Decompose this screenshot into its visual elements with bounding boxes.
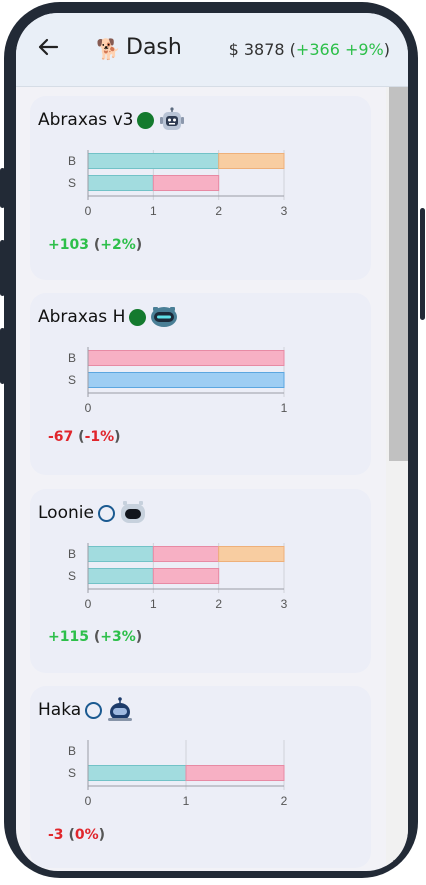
bot-name: Abraxas H — [38, 307, 126, 327]
pnl-value: -67 — [48, 429, 74, 445]
pnl-value: +115 — [48, 629, 89, 645]
x-tick-label: 3 — [281, 597, 288, 611]
x-tick-label: 2 — [281, 794, 288, 808]
pnl-percent: -1% — [84, 429, 115, 445]
bar-segment — [218, 153, 285, 169]
volume-down-button — [0, 328, 5, 384]
bar-segment — [152, 175, 220, 191]
bot-chart: 0 1 BS — [68, 347, 288, 415]
dog-icon: 🐕 — [96, 37, 121, 61]
x-tick-label: 0 — [85, 401, 92, 415]
y-category-label: S — [68, 766, 76, 780]
x-tick-label: 0 — [85, 597, 92, 611]
page-title: Dash — [126, 35, 182, 60]
y-category-label: B — [68, 744, 76, 758]
bot-name: Haka — [38, 700, 82, 720]
bot-header: Abraxas H — [38, 305, 179, 329]
bot-chart: 0 1 2 3 BS — [68, 150, 288, 218]
x-tick-label: 2 — [215, 204, 222, 218]
y-category-label: S — [68, 373, 76, 387]
y-category-label: B — [68, 547, 76, 561]
bar-segment — [87, 175, 154, 191]
x-tick-label: 3 — [281, 204, 288, 218]
bar-segment — [87, 372, 285, 388]
y-category-label: S — [68, 176, 76, 190]
bot-name: Loonie — [38, 503, 94, 523]
pnl-text: -67 (-1%) — [48, 429, 121, 445]
pnl-percent: 0% — [74, 827, 99, 843]
x-tick-label: 0 — [85, 794, 92, 808]
bot-chart: 0 1 2 3 BS — [68, 543, 288, 611]
robot-antenna-icon — [108, 697, 133, 721]
bot-header: Loonie — [38, 501, 148, 525]
bar-segment — [87, 153, 220, 169]
status-dot-icon — [129, 308, 147, 326]
bot-header: Haka — [38, 697, 135, 722]
bar-segment — [152, 568, 220, 584]
y-category-label: B — [68, 154, 76, 168]
x-tick-label: 0 — [85, 204, 92, 218]
scroll-down-arrow-icon[interactable] — [393, 860, 405, 867]
y-category-label: S — [68, 569, 76, 583]
robot-head-icon — [160, 107, 185, 130]
volume-up-button — [0, 240, 5, 296]
bot-name: Abraxas v3 — [38, 110, 134, 130]
bot-header: Abraxas v3 — [38, 107, 187, 132]
bot-chart: 0 1 2 BS — [68, 740, 288, 808]
pnl-text: +103 (+2%) — [48, 237, 143, 253]
robot-dark-face-icon — [120, 501, 145, 523]
bar-segment — [87, 546, 154, 562]
x-tick-label: 1 — [150, 597, 157, 611]
status-ring-icon — [97, 504, 115, 522]
bar-segment — [87, 350, 285, 366]
pnl-value: -3 — [48, 827, 64, 843]
robot-visor-icon — [151, 307, 178, 327]
x-tick-label: 2 — [215, 597, 222, 611]
scrollbar[interactable] — [386, 87, 408, 871]
bar-segment — [218, 546, 285, 562]
pnl-text: +115 (+3%) — [48, 629, 143, 645]
status-dot-icon — [137, 111, 155, 129]
bar-segment — [87, 765, 187, 781]
app-header: 🐕 Dash $ 3878 (+366 +9%) — [16, 13, 408, 87]
x-tick-label: 1 — [150, 204, 157, 218]
mute-switch — [0, 168, 5, 208]
arrow-left-icon[interactable] — [36, 35, 60, 59]
status-ring-icon — [85, 701, 103, 719]
pnl-value: +103 — [48, 237, 89, 253]
balance-change: +366 +9% — [295, 40, 384, 59]
pnl-text: -3 (0%) — [48, 827, 106, 843]
x-tick-label: 1 — [281, 401, 288, 415]
balance-close: ) — [383, 40, 390, 59]
pnl-percent: +3% — [100, 629, 136, 645]
power-button — [420, 208, 425, 320]
bar-segment — [152, 546, 220, 562]
app-screen: 🐕 Dash $ 3878 (+366 +9%) Abraxas v3 0 1 2 3… — [16, 13, 408, 871]
balance-amount: $ 3878 ( — [228, 40, 296, 59]
scrollbar-thumb[interactable] — [389, 87, 408, 461]
bar-segment — [87, 568, 154, 584]
pnl-percent: +2% — [100, 237, 136, 253]
bar-segment — [185, 765, 285, 781]
balance-summary: $ 3878 (+366 +9%) — [229, 39, 390, 61]
y-category-label: B — [68, 351, 76, 365]
x-tick-label: 1 — [183, 794, 190, 808]
